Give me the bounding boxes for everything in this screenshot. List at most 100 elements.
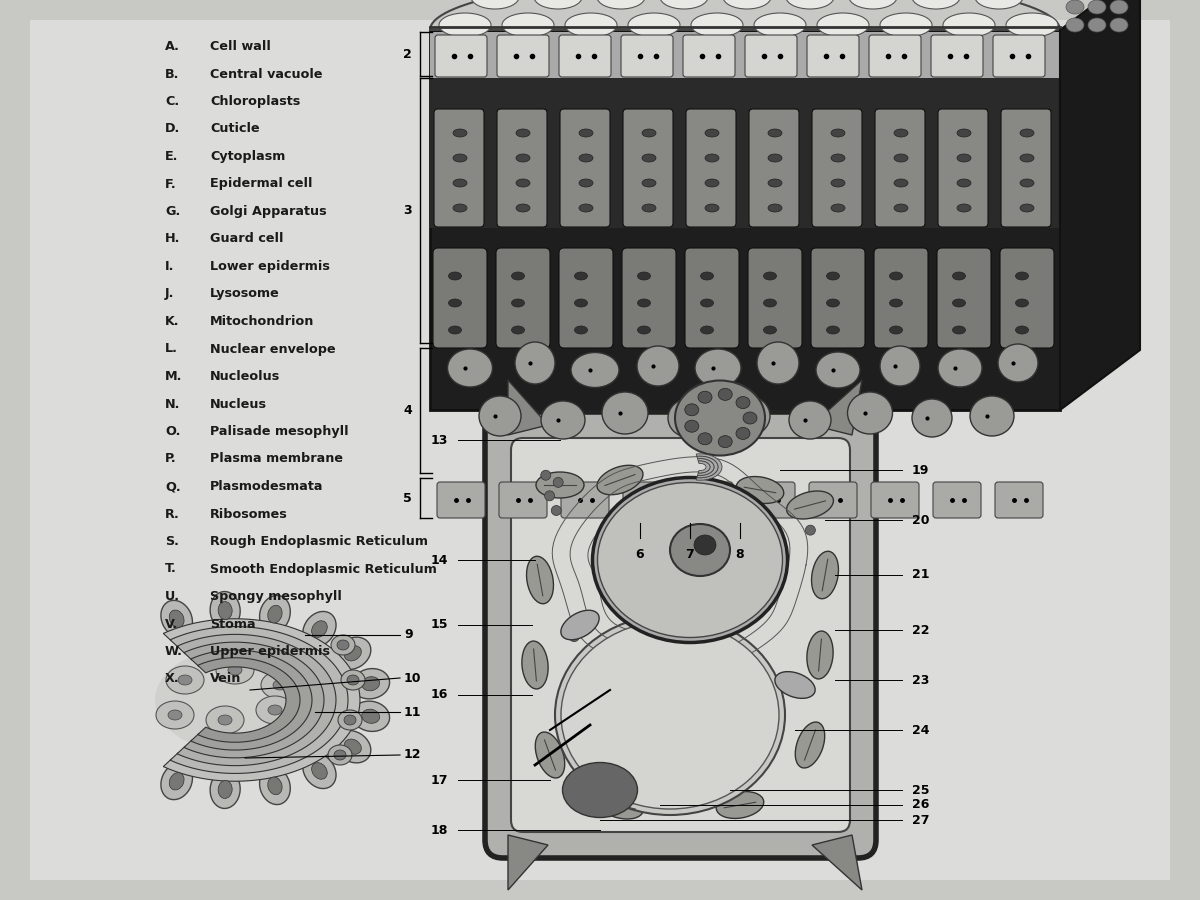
Ellipse shape	[768, 129, 782, 137]
Ellipse shape	[178, 675, 192, 685]
Ellipse shape	[352, 669, 390, 699]
Ellipse shape	[580, 204, 593, 212]
Ellipse shape	[674, 381, 766, 455]
Text: Stoma: Stoma	[210, 617, 256, 631]
Ellipse shape	[889, 299, 902, 307]
Polygon shape	[696, 454, 722, 481]
Ellipse shape	[786, 491, 834, 519]
FancyBboxPatch shape	[499, 482, 547, 518]
Ellipse shape	[1066, 18, 1084, 32]
FancyBboxPatch shape	[809, 482, 857, 518]
Ellipse shape	[958, 204, 971, 212]
Ellipse shape	[953, 272, 966, 280]
Ellipse shape	[806, 631, 833, 679]
Ellipse shape	[722, 0, 772, 9]
Ellipse shape	[671, 534, 698, 554]
Text: G.: G.	[166, 205, 180, 218]
Text: W.: W.	[166, 645, 182, 658]
Ellipse shape	[938, 349, 982, 387]
Ellipse shape	[210, 770, 240, 808]
Text: Smooth Endoplasmic Reticulum: Smooth Endoplasmic Reticulum	[210, 562, 437, 575]
Ellipse shape	[268, 606, 282, 623]
Ellipse shape	[565, 13, 617, 37]
Ellipse shape	[775, 671, 815, 698]
Text: Ribosomes: Ribosomes	[210, 508, 288, 520]
Ellipse shape	[511, 299, 524, 307]
FancyBboxPatch shape	[931, 35, 983, 77]
Ellipse shape	[912, 399, 952, 437]
Ellipse shape	[827, 299, 840, 307]
Ellipse shape	[502, 13, 554, 37]
Ellipse shape	[1020, 179, 1034, 187]
Ellipse shape	[998, 344, 1038, 382]
Ellipse shape	[344, 645, 361, 661]
Ellipse shape	[155, 648, 314, 752]
Text: 3: 3	[403, 204, 412, 217]
Ellipse shape	[958, 179, 971, 187]
Ellipse shape	[695, 349, 742, 387]
FancyBboxPatch shape	[485, 412, 876, 858]
Ellipse shape	[218, 601, 232, 619]
Ellipse shape	[216, 656, 254, 684]
Bar	[430, 30, 1060, 410]
Text: 5: 5	[403, 491, 412, 505]
Ellipse shape	[580, 129, 593, 137]
Ellipse shape	[1110, 18, 1128, 32]
Polygon shape	[697, 456, 718, 478]
Ellipse shape	[454, 154, 467, 162]
FancyBboxPatch shape	[437, 482, 485, 518]
Text: Epidermal cell: Epidermal cell	[210, 177, 312, 191]
Ellipse shape	[454, 129, 467, 137]
Ellipse shape	[1020, 154, 1034, 162]
Ellipse shape	[210, 591, 240, 629]
Polygon shape	[812, 835, 862, 890]
FancyBboxPatch shape	[745, 35, 797, 77]
FancyBboxPatch shape	[623, 482, 671, 518]
Ellipse shape	[637, 326, 650, 334]
Polygon shape	[508, 835, 548, 890]
FancyBboxPatch shape	[746, 482, 796, 518]
Text: 12: 12	[404, 749, 421, 761]
Ellipse shape	[598, 465, 643, 495]
Ellipse shape	[511, 326, 524, 334]
Ellipse shape	[1088, 0, 1106, 14]
Ellipse shape	[763, 299, 776, 307]
Text: Mitochondrion: Mitochondrion	[210, 315, 314, 328]
Ellipse shape	[737, 476, 784, 503]
Ellipse shape	[958, 129, 971, 137]
FancyBboxPatch shape	[686, 109, 736, 227]
Text: 18: 18	[431, 824, 448, 836]
FancyBboxPatch shape	[874, 248, 928, 348]
Ellipse shape	[1066, 0, 1084, 14]
FancyBboxPatch shape	[1001, 109, 1051, 227]
Text: N.: N.	[166, 398, 180, 410]
Ellipse shape	[830, 179, 845, 187]
Text: 16: 16	[431, 688, 448, 701]
Text: 26: 26	[912, 798, 929, 812]
Ellipse shape	[726, 396, 770, 436]
Ellipse shape	[736, 428, 750, 439]
FancyBboxPatch shape	[496, 248, 550, 348]
Ellipse shape	[642, 179, 656, 187]
Text: X.: X.	[166, 672, 180, 686]
Text: T.: T.	[166, 562, 176, 575]
Text: Lysosome: Lysosome	[210, 287, 280, 301]
FancyBboxPatch shape	[622, 248, 676, 348]
Ellipse shape	[889, 326, 902, 334]
Text: 9: 9	[404, 628, 413, 642]
Text: Golgi Apparatus: Golgi Apparatus	[210, 205, 326, 218]
Ellipse shape	[637, 272, 650, 280]
Ellipse shape	[850, 0, 898, 9]
Ellipse shape	[596, 791, 643, 819]
Text: A.: A.	[166, 40, 180, 53]
Ellipse shape	[958, 154, 971, 162]
FancyBboxPatch shape	[622, 35, 673, 77]
Ellipse shape	[701, 299, 714, 307]
Text: U.: U.	[166, 590, 180, 603]
Ellipse shape	[763, 272, 776, 280]
Text: Nucleus: Nucleus	[210, 398, 266, 410]
Ellipse shape	[953, 326, 966, 334]
Ellipse shape	[598, 482, 782, 637]
Text: 15: 15	[431, 618, 448, 632]
Ellipse shape	[449, 326, 462, 334]
